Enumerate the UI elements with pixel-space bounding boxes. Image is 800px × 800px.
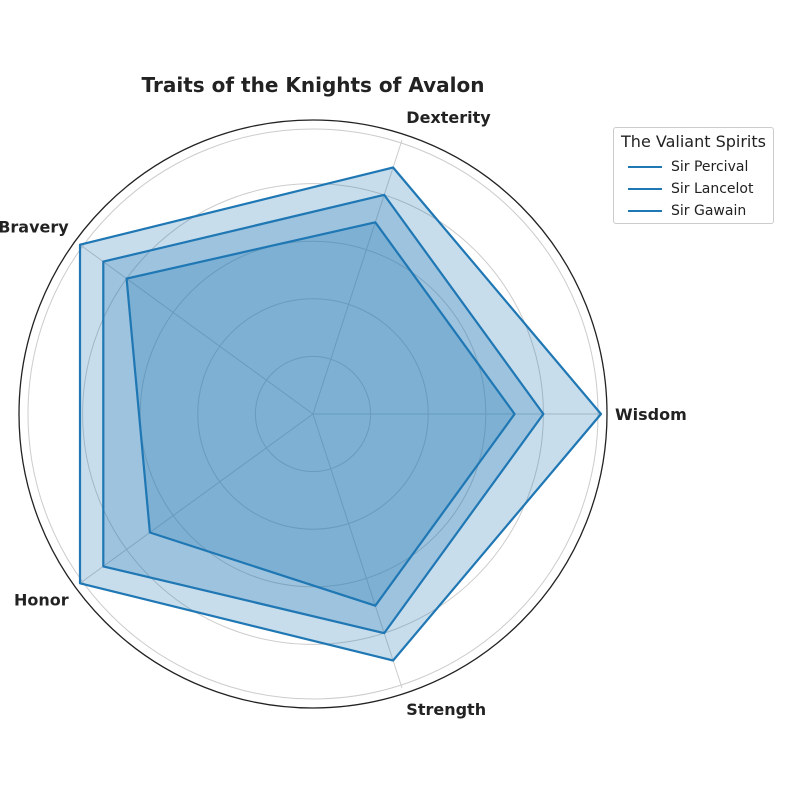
axis-label-strength: Strength (406, 700, 486, 719)
polar-frame (18, 119, 608, 709)
series-area-sir-gawain (126, 222, 515, 606)
grid-spoke (312, 139, 403, 415)
legend-title: The Valiant Spirits (621, 132, 766, 151)
series-area-sir-lancelot (103, 194, 544, 634)
legend-label: Sir Gawain (671, 203, 747, 219)
grid-spoke (79, 244, 314, 415)
legend-swatch (628, 166, 662, 168)
series-line-sir-percival (78, 166, 603, 662)
grid-spoke (79, 413, 314, 584)
axis-label-wisdom: Wisdom (615, 405, 687, 424)
legend: The Valiant Spirits Sir Percival Sir Lan… (613, 127, 774, 224)
axis-labels: Wisdom Dexterity Bravery Honor Strength (0, 108, 687, 719)
grid-spoke (312, 413, 403, 689)
legend-label: Sir Percival (671, 159, 749, 175)
axis-label-dexterity: Dexterity (406, 108, 491, 127)
legend-item-sir-lancelot: Sir Lancelot (628, 179, 754, 199)
legend-swatch (628, 188, 662, 190)
series-area-sir-percival (80, 167, 601, 661)
chart-title: Traits of the Knights of Avalon (142, 73, 485, 97)
legend-item-sir-gawain: Sir Gawain (628, 201, 746, 221)
legend-swatch (628, 210, 662, 212)
legend-label: Sir Lancelot (671, 181, 754, 197)
axis-label-bravery: Bravery (0, 218, 69, 237)
axis-label-honor: Honor (14, 591, 69, 610)
series-line-sir-lancelot (102, 193, 545, 635)
legend-item-sir-percival: Sir Percival (628, 157, 748, 177)
series-layer (78, 166, 603, 662)
series-line-sir-gawain (125, 221, 516, 607)
